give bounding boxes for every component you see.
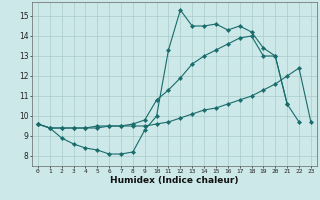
X-axis label: Humidex (Indice chaleur): Humidex (Indice chaleur) [110,176,239,185]
